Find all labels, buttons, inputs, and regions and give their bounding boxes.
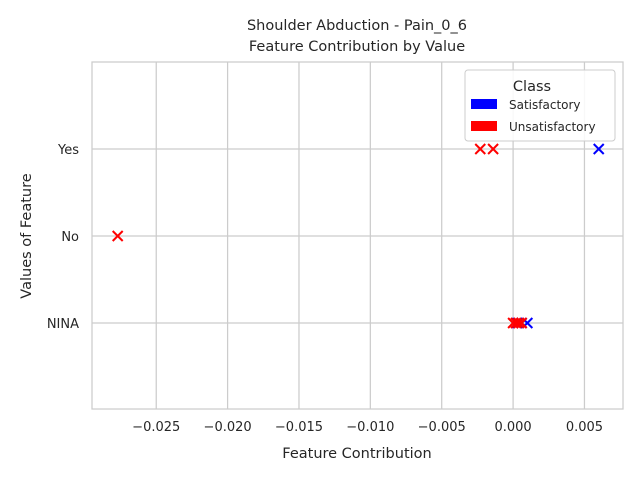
x-tick-label: −0.015 [275, 420, 323, 435]
x-axis-label: Feature Contribution [282, 446, 431, 462]
data-point-unsatisfactory [487, 143, 499, 155]
y-axis-ticks: NINA No Yes [47, 143, 79, 332]
data-point-satisfactory [593, 143, 605, 155]
y-tick-label: NINA [47, 317, 79, 332]
data-point-unsatisfactory [111, 230, 124, 242]
x-tick-label: −0.020 [204, 420, 252, 435]
legend-label-satisfactory: Satisfactory [509, 98, 581, 112]
data-point-unsatisfactory [474, 143, 486, 155]
legend-swatch-unsatisfactory [471, 121, 497, 131]
data-point-unsatisfactory [513, 317, 525, 329]
x-tick-label: −0.005 [418, 420, 466, 435]
y-tick-label: No [61, 230, 79, 245]
plot-area [91, 61, 624, 410]
y-axis-label: Values of Feature [19, 173, 35, 298]
legend-label-unsatisfactory: Unsatisfactory [509, 120, 596, 134]
x-tick-label: 0.005 [566, 420, 603, 435]
data-point-unsatisfactory [515, 317, 528, 329]
x-axis-ticks: −0.025 −0.020 −0.015 −0.010 −0.005 0.000 0.005 [132, 420, 603, 435]
legend-title: Class [513, 79, 551, 95]
chart-title: Shoulder Abduction - Pain_0_6 [247, 18, 467, 34]
data-point-satisfactory [511, 317, 524, 329]
chart-subtitle: Feature Contribution by Value [249, 39, 465, 55]
y-tick-label: Yes [57, 143, 79, 158]
legend-swatch-satisfactory [471, 99, 497, 109]
legend: Class Satisfactory Unsatisfactory [464, 69, 616, 142]
x-tick-label: −0.010 [346, 420, 394, 435]
data-points [111, 143, 605, 329]
legend-box [464, 69, 616, 142]
x-tick-label: 0.000 [494, 420, 531, 435]
x-tick-label: −0.025 [132, 420, 180, 435]
